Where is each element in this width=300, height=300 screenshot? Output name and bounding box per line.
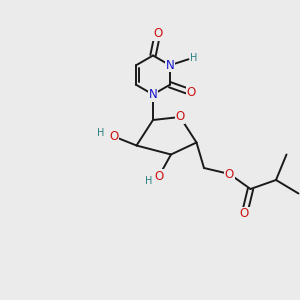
Text: N: N — [166, 59, 174, 72]
Text: H: H — [190, 53, 198, 63]
Text: O: O — [176, 110, 184, 124]
Text: H: H — [97, 128, 104, 139]
Text: H: H — [145, 176, 152, 186]
Text: O: O — [186, 86, 196, 99]
Text: O: O — [110, 130, 118, 143]
Text: O: O — [225, 167, 234, 181]
Text: N: N — [148, 88, 158, 101]
Text: O: O — [154, 169, 164, 183]
Text: O: O — [240, 207, 249, 220]
Text: O: O — [153, 27, 162, 40]
